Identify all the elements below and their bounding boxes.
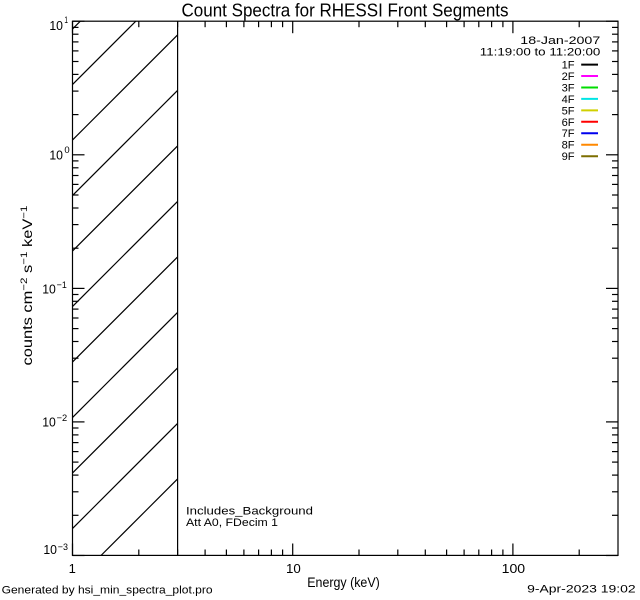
svg-text:10: 10 bbox=[43, 542, 57, 557]
svg-text:1: 1 bbox=[64, 15, 68, 26]
svg-text:5F: 5F bbox=[562, 105, 575, 117]
svg-text:1F: 1F bbox=[562, 60, 575, 72]
svg-text:counts cm−2 s−1 keV−1: counts cm−2 s−1 keV−1 bbox=[19, 206, 35, 366]
svg-text:11:19:00 to 11:20:00: 11:19:00 to 11:20:00 bbox=[480, 46, 601, 58]
svg-text:10: 10 bbox=[42, 282, 56, 297]
svg-text:4F: 4F bbox=[562, 94, 575, 106]
svg-text:0: 0 bbox=[64, 145, 69, 156]
svg-text:Count Spectra for RHESSI Front: Count Spectra for RHESSI Front Segments bbox=[182, 0, 509, 20]
svg-text:Att A0, FDecim 1: Att A0, FDecim 1 bbox=[186, 517, 278, 529]
svg-text:10: 10 bbox=[49, 18, 63, 33]
svg-text:10: 10 bbox=[286, 561, 301, 576]
svg-text:1: 1 bbox=[69, 561, 76, 576]
svg-text:−1: −1 bbox=[57, 280, 67, 291]
svg-text:2F: 2F bbox=[562, 71, 575, 83]
svg-text:18-Jan-2007: 18-Jan-2007 bbox=[520, 35, 600, 47]
svg-text:10: 10 bbox=[49, 148, 63, 163]
svg-text:6F: 6F bbox=[562, 117, 575, 129]
svg-text:8F: 8F bbox=[562, 140, 575, 152]
svg-text:9-Apr-2023 19:02: 9-Apr-2023 19:02 bbox=[527, 583, 636, 595]
svg-text:Energy (keV): Energy (keV) bbox=[307, 575, 380, 590]
svg-text:10: 10 bbox=[42, 415, 56, 430]
svg-text:9F: 9F bbox=[562, 151, 575, 163]
svg-text:−2: −2 bbox=[57, 413, 68, 424]
svg-text:Includes_Background: Includes_Background bbox=[186, 506, 313, 518]
svg-text:100: 100 bbox=[502, 561, 526, 576]
svg-text:Generated by hsi_min_spectra_p: Generated by hsi_min_spectra_plot.pro bbox=[2, 584, 213, 596]
svg-text:3F: 3F bbox=[562, 82, 575, 94]
svg-text:7F: 7F bbox=[562, 128, 575, 140]
svg-text:−3: −3 bbox=[58, 542, 68, 553]
